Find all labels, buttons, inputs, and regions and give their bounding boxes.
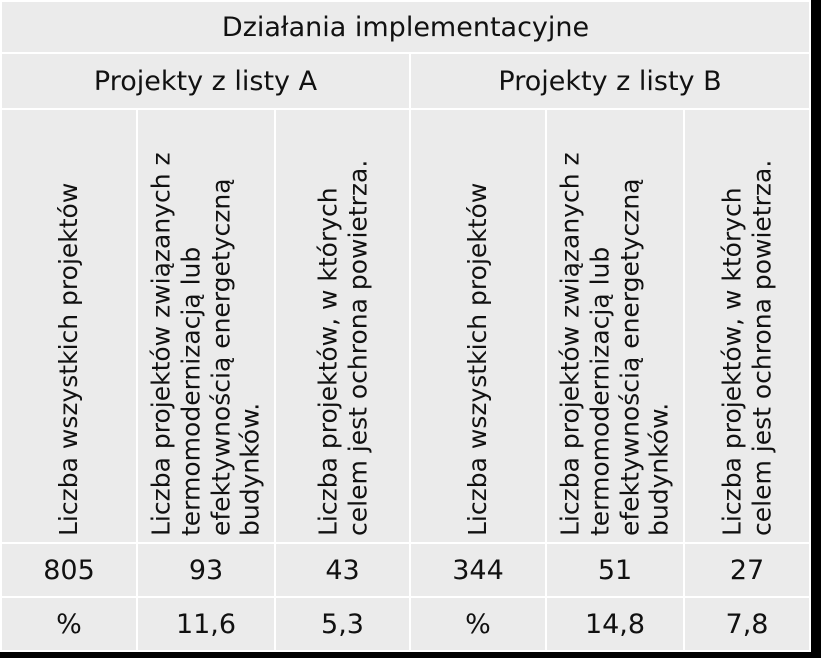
count-cell: 805 bbox=[0, 542, 138, 598]
column-header-a-air: Liczba projektów, w których celem jest o… bbox=[312, 159, 372, 536]
count-cell: 93 bbox=[136, 542, 276, 598]
percent-cell: 7,8 bbox=[682, 596, 812, 652]
percent-cell: 14,8 bbox=[545, 596, 685, 652]
percent-cell: 11,6 bbox=[136, 596, 276, 652]
column-header-b-total: Liczba wszystkich projektów bbox=[463, 182, 493, 536]
column-header-cell: Liczba wszystkich projektów bbox=[0, 108, 138, 544]
column-header-cell: Liczba projektów związanych z termomoder… bbox=[545, 108, 685, 544]
column-header-a-thermo: Liczba projektów związanych z termomoder… bbox=[146, 152, 265, 536]
column-header-row: Liczba wszystkich projektów Liczba proje… bbox=[0, 108, 812, 544]
group-row: Projekty z listy A Projekty z listy B bbox=[0, 52, 812, 110]
group-header-a: Projekty z listy A bbox=[0, 52, 411, 110]
count-cell: 344 bbox=[409, 542, 547, 598]
column-header-cell: Liczba projektów związanych z termomoder… bbox=[136, 108, 276, 544]
percent-row: % 11,6 5,3 % 14,8 7,8 bbox=[0, 596, 812, 652]
column-header-a-total: Liczba wszystkich projektów bbox=[54, 182, 84, 536]
column-header-cell: Liczba projektów, w których celem jest o… bbox=[274, 108, 411, 544]
table-title: Działania implementacyjne bbox=[0, 0, 812, 54]
column-header-cell: Liczba projektów, w których celem jest o… bbox=[682, 108, 812, 544]
title-row: Działania implementacyjne bbox=[0, 0, 812, 54]
count-cell: 43 bbox=[274, 542, 411, 598]
percent-label: % bbox=[409, 596, 547, 652]
percent-label: % bbox=[0, 596, 138, 652]
count-cell: 27 bbox=[682, 542, 812, 598]
column-header-b-thermo: Liczba projektów związanych z termomoder… bbox=[555, 152, 674, 536]
percent-cell: 5,3 bbox=[274, 596, 411, 652]
column-header-cell: Liczba wszystkich projektów bbox=[409, 108, 547, 544]
column-header-b-air: Liczba projektów, w których celem jest o… bbox=[717, 159, 777, 536]
count-cell: 51 bbox=[545, 542, 685, 598]
group-header-b: Projekty z listy B bbox=[408, 52, 812, 110]
count-row: 805 93 43 344 51 27 bbox=[0, 542, 812, 598]
